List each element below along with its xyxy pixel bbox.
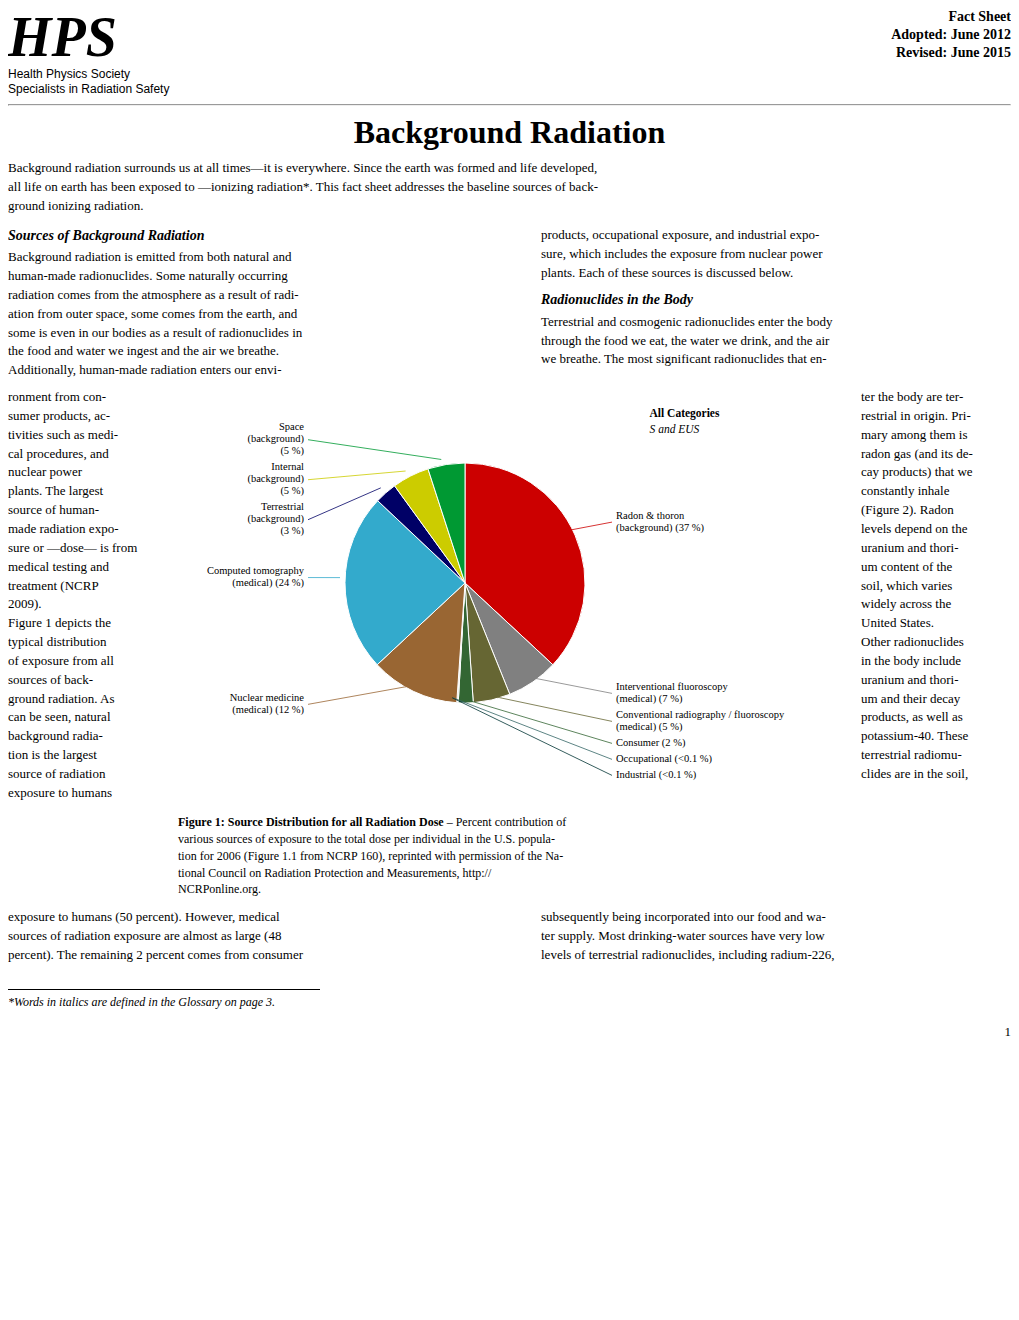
html-text:Adopted: June 2012: Adopted: June 2012	[891, 27, 1011, 43]
html-text:exposure to humans (50 percent: exposure to humans (50 percent). However…	[8, 909, 303, 962]
svg-text:Conventional radiography / flu: Conventional radiography / fluoroscopy	[616, 709, 785, 720]
html-text:Background Radiation: Background Radiation	[353, 114, 666, 150]
svg-text:Radon & thoron: Radon & thoron	[616, 510, 685, 521]
svg-text:(background) (37 %): (background) (37 %)	[616, 522, 705, 534]
svg-text:(medical) (24 %): (medical) (24 %)	[232, 577, 304, 589]
svg-text:Internal: Internal	[271, 461, 304, 472]
html-text:Other radionuclides in the bod: Other radionuclides in the body include …	[861, 634, 969, 781]
html-text:Figure 1: Source Distribution: Figure 1: Source Distribution for all Ra…	[178, 815, 567, 830]
svg-text:(5 %): (5 %)	[280, 485, 304, 497]
svg-text:Nuclear medicine: Nuclear medicine	[229, 692, 304, 703]
html-text:various sources of exposure to: various sources of exposure to the total…	[178, 831, 564, 880]
html-text:Sources of Background Radiatio: Sources of Background Radiation	[8, 227, 205, 243]
svg-text:Terrestrial: Terrestrial	[261, 501, 304, 512]
html-text:ronment from con- sumer produc: ronment from con- sumer products, ac- ti…	[8, 389, 138, 612]
html-text:Background radiation surrounds: Background radiation surrounds us at all…	[8, 160, 598, 214]
svg-text:(medical) (7 %): (medical) (7 %)	[616, 693, 683, 705]
html-text:Health Physics Society: Health Physics Society	[8, 66, 131, 81]
svg-text:Occupational (<0.1 %): Occupational (<0.1 %)	[616, 753, 713, 765]
svg-text:(background): (background)	[247, 473, 304, 485]
html-text:Revised: June 2015: Revised: June 2015	[895, 45, 1011, 61]
html-text:HPS: HPS	[8, 6, 117, 68]
html-text:1: 1	[1004, 1024, 1011, 1039]
svg-text:(background): (background)	[247, 433, 304, 445]
svg-text:(3 %): (3 %)	[280, 525, 304, 537]
svg-text:(background): (background)	[247, 513, 304, 525]
svg-text:(medical) (12 %): (medical) (12 %)	[232, 704, 304, 716]
html-text:Background radiation is emitte: Background radiation is emitted from bot…	[8, 249, 303, 378]
html-text:*Words in italics are defined: *Words in italics are defined in the Glo…	[8, 994, 275, 1009]
svg-text:(5 %): (5 %)	[280, 445, 304, 457]
svg-text:Space: Space	[278, 421, 303, 432]
svg-text:(medical) (5 %): (medical) (5 %)	[616, 721, 683, 733]
html-text:products, occupational exposur: products, occupational exposure, and ind…	[541, 226, 823, 280]
svg-text:Consumer (2 %): Consumer (2 %)	[616, 737, 686, 749]
html-text:Radionuclides in the Body: Radionuclides in the Body	[541, 292, 694, 308]
svg-text:Computed tomography: Computed tomography	[206, 565, 304, 576]
html-text:Terrestrial and cosmogenic rad: Terrestrial and cosmogenic radionuclides…	[541, 313, 833, 367]
html-text:Specialists in Radiation Safet: Specialists in Radiation Safety	[8, 82, 170, 97]
html-text:All Categories: All Categories	[649, 407, 720, 420]
html-text:S and EUS: S and EUS	[649, 422, 700, 435]
html-text:subsequently being incorporate: subsequently being incorporated into our…	[541, 909, 835, 962]
html-text:Fact Sheet: Fact Sheet	[948, 9, 1011, 24]
svg-text:Industrial (<0.1 %): Industrial (<0.1 %)	[616, 769, 697, 781]
html-text:NCRPonline.org.: NCRPonline.org.	[178, 882, 262, 897]
html-text:ter the body are ter- restrial: ter the body are ter- restrial in origin…	[861, 389, 973, 631]
html-text:Figure 1 depicts the typical d: Figure 1 depicts the typical distributio…	[8, 615, 115, 800]
svg-text:Interventional fluoroscopy: Interventional fluoroscopy	[616, 681, 728, 692]
